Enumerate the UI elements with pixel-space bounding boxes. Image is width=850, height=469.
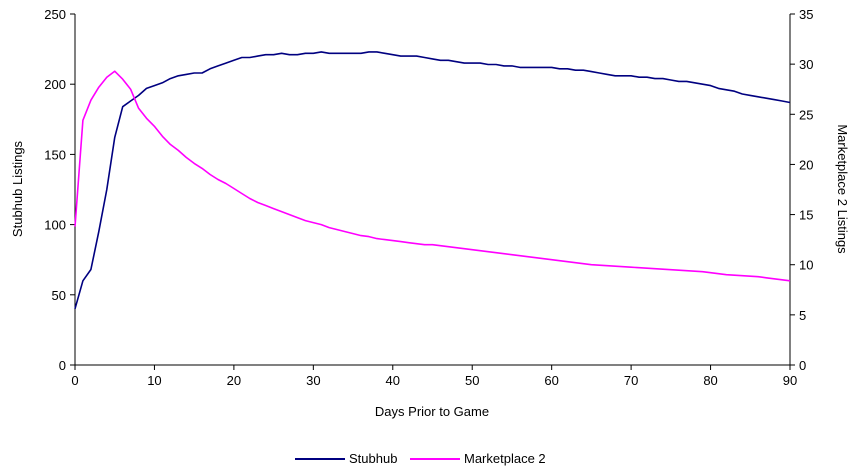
y-left-tick-label: 150	[44, 147, 66, 162]
y-left-tick-label: 250	[44, 7, 66, 22]
x-tick-label: 70	[624, 373, 638, 388]
x-axis-label: Days Prior to Game	[375, 404, 489, 419]
y-left-tick-label: 0	[59, 358, 66, 373]
x-tick-label: 50	[465, 373, 479, 388]
x-tick-label: 60	[544, 373, 558, 388]
x-tick-label: 90	[783, 373, 797, 388]
x-tick-label: 20	[227, 373, 241, 388]
y-right-tick-label: 35	[799, 7, 813, 22]
y-right-tick-label: 20	[799, 157, 813, 172]
y-axis-left-label: Stubhub Listings	[10, 140, 25, 237]
x-tick-label: 0	[71, 373, 78, 388]
y-left-tick-label: 100	[44, 218, 66, 233]
series-lines	[74, 51, 791, 310]
series-line-marketplace-2	[74, 70, 791, 282]
axis-ticks: 0 10 20 30 40 50 60 70 80 90050100150200250051015…	[44, 7, 813, 388]
y-right-tick-label: 30	[799, 57, 813, 72]
plot-frame	[74, 14, 791, 366]
x-tick-label: 10	[147, 373, 161, 388]
y-right-tick-label: 0	[799, 358, 806, 373]
series-line-stubhub	[74, 51, 791, 310]
y-right-tick-label: 5	[799, 308, 806, 323]
y-left-tick-label: 50	[52, 288, 66, 303]
y-right-tick-label: 10	[799, 258, 813, 273]
y-left-tick-label: 200	[44, 77, 66, 92]
x-tick-label: 80	[703, 373, 717, 388]
x-tick-label: 40	[386, 373, 400, 388]
y-axis-right-label: Marketplace 2 Listings	[835, 124, 850, 254]
legend-label-marketplace-2: Marketplace 2	[464, 451, 546, 466]
x-tick-label: 30	[306, 373, 320, 388]
legend: Stubhub Marketplace 2	[295, 451, 546, 466]
legend-label-stubhub: Stubhub	[349, 451, 397, 466]
y-right-tick-label: 25	[799, 107, 813, 122]
y-right-tick-label: 15	[799, 208, 813, 223]
